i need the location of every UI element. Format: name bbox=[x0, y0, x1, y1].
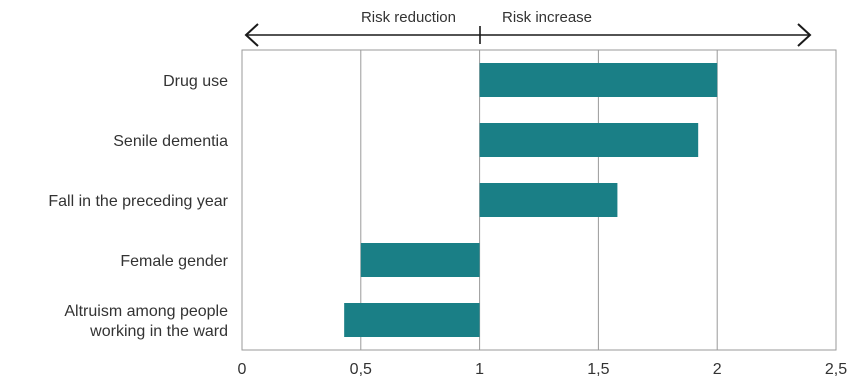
direction-arrow bbox=[244, 23, 812, 47]
x-tick-label-2: 1 bbox=[475, 361, 484, 378]
bar-3 bbox=[360, 243, 480, 277]
category-labels: Drug use Senile dementia Fall in the prece… bbox=[48, 73, 228, 340]
bar-2 bbox=[479, 183, 618, 217]
category-label-0-0: Drug use bbox=[163, 73, 228, 90]
left-arrowhead-icon bbox=[244, 23, 259, 47]
risk-reduction-label: Risk reduction bbox=[361, 9, 456, 26]
bar-1 bbox=[479, 123, 699, 157]
category-label-4-1: working in the ward bbox=[89, 323, 228, 340]
bars bbox=[344, 63, 718, 337]
bar-4 bbox=[344, 303, 480, 337]
x-tick-label-4: 2 bbox=[713, 361, 722, 378]
bar-0 bbox=[479, 63, 718, 97]
x-tick-label-5: 2,5 bbox=[825, 361, 847, 378]
x-tick-label-3: 1,5 bbox=[587, 361, 609, 378]
right-arrowhead-icon bbox=[797, 23, 812, 47]
x-tick-labels: 0 0,5 1 1,5 2 2,5 bbox=[238, 361, 848, 378]
category-label-4-0: Altruism among people bbox=[64, 303, 228, 320]
x-tick-label-1: 0,5 bbox=[350, 361, 372, 378]
risk-increase-label: Risk increase bbox=[502, 9, 592, 26]
category-label-1-0: Senile dementia bbox=[113, 133, 228, 150]
category-label-3-0: Female gender bbox=[120, 253, 228, 270]
x-tick-label-0: 0 bbox=[238, 361, 247, 378]
category-label-2-0: Fall in the preceding year bbox=[48, 193, 228, 210]
